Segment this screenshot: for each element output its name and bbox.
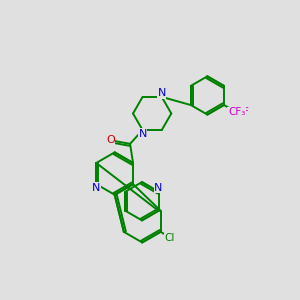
Text: Cl: Cl [164, 233, 175, 244]
Text: O: O [106, 135, 115, 145]
Text: N: N [154, 183, 163, 193]
Text: N: N [158, 88, 166, 98]
Text: F: F [243, 107, 248, 117]
Text: CF₃: CF₃ [228, 107, 245, 117]
Text: N: N [138, 129, 147, 139]
Text: N: N [92, 183, 100, 193]
